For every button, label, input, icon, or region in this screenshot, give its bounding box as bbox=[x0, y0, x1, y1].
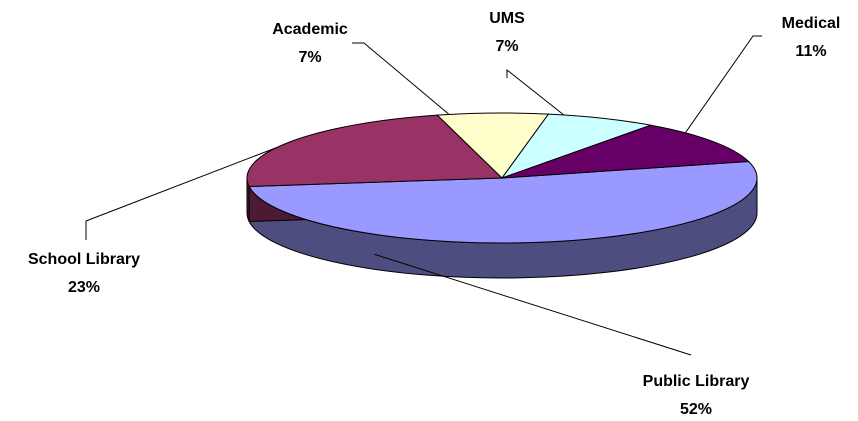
percent-public-library: 52% bbox=[680, 401, 712, 418]
slice-academic bbox=[436, 112, 550, 179]
leader-line-medical bbox=[684, 35, 762, 134]
label-medical: Medical bbox=[782, 15, 841, 32]
percent-ums: 7% bbox=[495, 38, 518, 55]
slice-ums bbox=[500, 113, 653, 180]
leader-line-ums bbox=[506, 68, 565, 116]
slice-medical bbox=[501, 124, 750, 179]
slice-school-library bbox=[246, 114, 504, 187]
label-school-library: School Library bbox=[28, 251, 140, 268]
leader-line-academic bbox=[352, 42, 450, 115]
percent-medical: 11% bbox=[795, 43, 826, 60]
label-academic: Academic bbox=[272, 21, 348, 38]
label-ums: UMS bbox=[489, 10, 525, 27]
leader-lines bbox=[85, 35, 762, 356]
slice-public-library bbox=[248, 160, 758, 244]
leader-line-school-library bbox=[85, 147, 277, 240]
percent-academic: 7% bbox=[298, 49, 321, 66]
pie-tops bbox=[246, 112, 758, 244]
label-public-library: Public Library bbox=[643, 373, 750, 390]
leader-line-public-library bbox=[374, 253, 692, 356]
percent-school-library: 23% bbox=[68, 279, 100, 296]
